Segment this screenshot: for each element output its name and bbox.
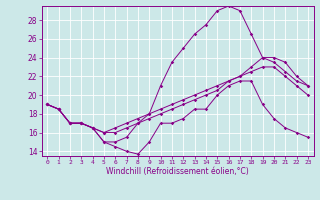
X-axis label: Windchill (Refroidissement éolien,°C): Windchill (Refroidissement éolien,°C) — [106, 167, 249, 176]
